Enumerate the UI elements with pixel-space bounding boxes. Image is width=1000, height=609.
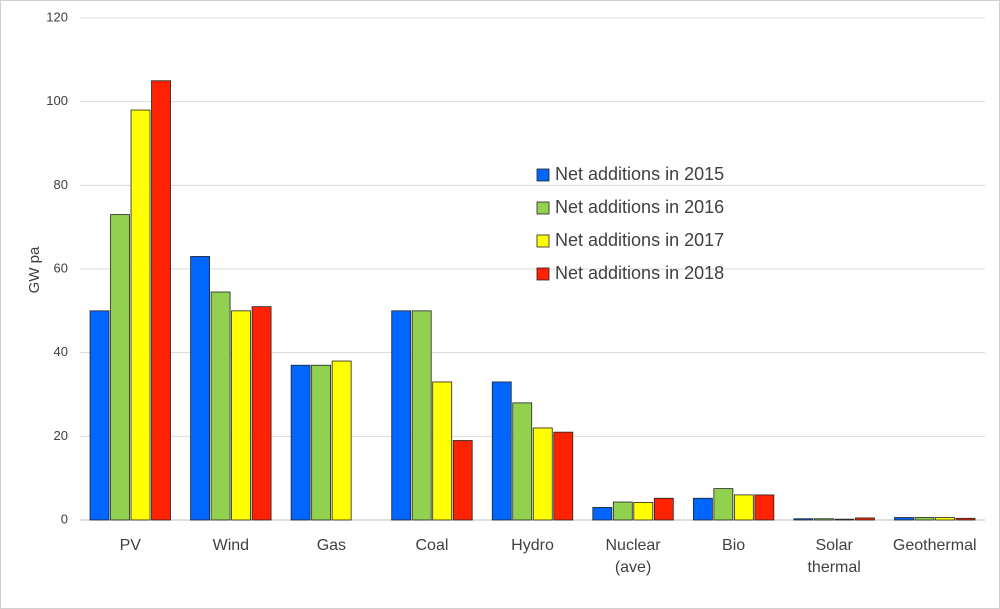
bar [733,494,754,521]
y-tick-label: 40 [54,344,68,359]
x-tick-label: Geothermal [893,537,977,554]
x-tick-label-line: Nuclear [605,537,661,554]
x-tick-label-line: Bio [722,537,745,554]
bar [110,214,130,521]
x-tick-label: Wind [213,537,249,554]
x-tick-label: Hydro [511,537,554,554]
y-axis-label: GW pa [26,246,43,293]
legend-label: Net additions in 2018 [555,263,724,283]
bar [452,440,473,521]
y-tick-label: 120 [46,9,68,24]
y-tick-label: 100 [46,93,68,108]
y-tick-label: 80 [54,177,68,192]
bar [251,306,272,521]
x-tick-label-line: Geothermal [893,537,977,554]
bar [512,402,533,521]
x-tick-label: Gas [317,537,346,554]
bar [411,310,432,521]
bar [491,381,512,521]
bar [793,518,814,521]
x-tick-label-line: PV [120,537,142,554]
x-tick-label: Coal [415,537,448,554]
legend-swatch [536,267,550,281]
y-tick-label: 60 [54,260,68,275]
bar [592,507,613,521]
bar [692,497,713,521]
bar [894,517,914,521]
x-tick-label-line: Coal [415,537,448,554]
bar [290,364,311,521]
legend-label: Net additions in 2015 [555,164,724,184]
bar [914,517,935,521]
legend-swatch [536,234,550,248]
bar [432,381,453,521]
x-tick-label-line: Wind [213,537,249,554]
bar [311,364,332,521]
bar [855,517,875,521]
bar [754,494,775,521]
legend-label: Net additions in 2017 [555,230,724,250]
bar [935,517,955,521]
bar [231,310,251,521]
bar [834,518,855,521]
bar [814,518,834,521]
bar [713,488,734,521]
bar [89,310,110,521]
bar [553,431,574,521]
x-tick-label: Bio [722,537,745,554]
bar [612,501,633,521]
bar [190,256,210,521]
x-tick-label: Solar thermal [807,537,860,576]
y-tick-label: 0 [61,511,68,526]
x-tick-label: Nuclear (ave) [605,537,661,576]
bar [130,109,151,521]
x-tick-label-line: Gas [317,537,346,554]
x-tick-label: PV [120,537,142,554]
bar [331,360,352,521]
bar [955,517,976,521]
x-tick-label-line: Hydro [511,537,554,554]
bar [210,291,231,521]
x-tick-label-line: (ave) [615,559,651,576]
x-tick-label-line: Solar [815,537,853,554]
bar [633,502,654,521]
bar [532,427,553,521]
bar [653,497,674,521]
legend-label: Net additions in 2016 [555,197,724,217]
legend-swatch [536,201,550,215]
bar [151,80,171,521]
bar [391,310,412,521]
legend-swatch [536,168,550,182]
y-tick-label: 20 [54,428,68,443]
x-tick-label-line: thermal [807,559,860,576]
